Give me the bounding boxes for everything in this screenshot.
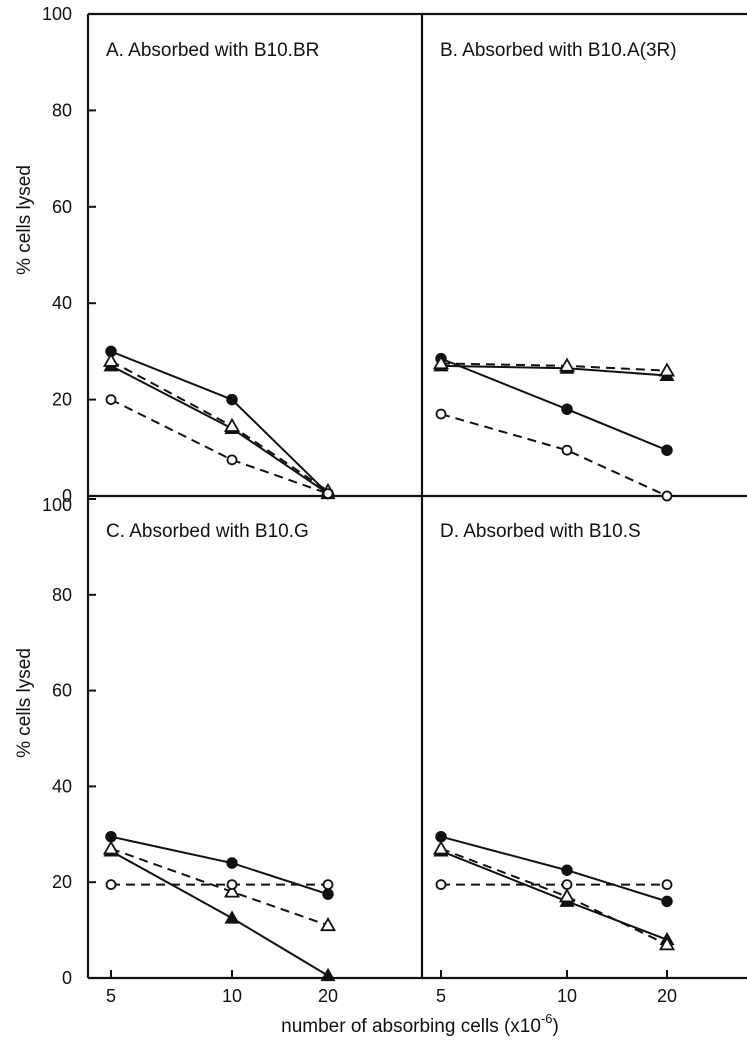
- data-point-open-triangle: [558, 888, 576, 903]
- panel-a-title: A. Absorbed with B10.BR: [106, 40, 319, 61]
- y-tick-label: 0: [62, 968, 72, 988]
- series-line-open-circle: [440, 413, 668, 497]
- y-tick-label: 40: [52, 776, 72, 796]
- y-tick-label: 0: [62, 486, 72, 506]
- data-point-open-triangle: [432, 840, 450, 855]
- y-tick-label: 40: [52, 293, 72, 313]
- x-tick-label: 20: [657, 986, 677, 1006]
- data-point-filled-circle: [322, 888, 334, 900]
- data-point-filled-circle: [226, 393, 238, 406]
- x-tick-label: 20: [318, 986, 338, 1006]
- data-point-open-triangle: [223, 417, 241, 432]
- data-point-open-circle: [435, 408, 447, 420]
- y-tick-label: 80: [52, 585, 72, 605]
- data-point-open-triangle: [558, 357, 576, 372]
- data-point-filled-circle: [661, 444, 673, 456]
- y-tick-label: 60: [52, 681, 72, 701]
- series-line-filled-triangle: [440, 850, 668, 941]
- data-point-filled-circle: [105, 830, 117, 843]
- data-point-open-triangle: [319, 916, 337, 932]
- chart-marks: [102, 345, 676, 982]
- panel-d-title: D. Absorbed with B10.S: [440, 521, 641, 542]
- x-axis-title: number of absorbing cells (x10-6): [281, 1011, 559, 1037]
- series-line-filled-triangle: [440, 364, 668, 377]
- data-point-filled-triangle: [224, 910, 240, 924]
- x-tick-label: 10: [557, 986, 577, 1006]
- data-point-open-circle: [226, 879, 238, 890]
- data-point-open-triangle: [658, 936, 676, 951]
- data-point-open-circle: [105, 394, 117, 406]
- x-axis-title-exponent: -6: [541, 1011, 553, 1026]
- x-axis-title-main: number of absorbing cells (x10: [281, 1016, 541, 1037]
- data-point-open-circle: [105, 879, 117, 890]
- x-tick-label: 5: [106, 986, 116, 1006]
- data-point-filled-circle: [435, 830, 447, 843]
- y-tick-label: 20: [52, 390, 72, 410]
- y-tick-label: 60: [52, 197, 72, 217]
- x-tick-label: 10: [222, 986, 242, 1006]
- data-point-open-circle: [561, 444, 573, 456]
- data-point-filled-circle: [561, 403, 573, 415]
- data-point-open-circle: [226, 454, 238, 466]
- data-point-filled-circle: [561, 864, 573, 876]
- data-point-open-circle: [322, 488, 334, 499]
- y-axis-title-bottom: % cells lysed: [14, 648, 35, 758]
- data-point-open-circle: [322, 879, 334, 890]
- series-line-filled-triangle: [110, 364, 329, 495]
- data-point-open-circle: [561, 879, 573, 890]
- data-point-filled-circle: [226, 857, 238, 869]
- panel-c-title: C. Absorbed with B10.G: [106, 521, 309, 542]
- x-tick-label: 5: [436, 986, 446, 1006]
- series-line-open-circle: [110, 398, 329, 495]
- axes-frame: [86, 12, 747, 980]
- y-tick-label: 100: [42, 495, 72, 515]
- data-point-open-triangle: [432, 355, 450, 370]
- data-point-open-triangle: [658, 362, 676, 377]
- panel-b-title: B. Absorbed with B10.A(3R): [440, 40, 677, 61]
- data-point-open-circle: [661, 490, 673, 502]
- y-tick-label: 20: [52, 872, 72, 892]
- data-point-open-triangle: [102, 352, 120, 367]
- y-tick-label: 80: [52, 100, 72, 120]
- data-point-open-circle: [661, 879, 673, 890]
- y-axis-title-top: % cells lysed: [14, 165, 35, 275]
- y-tick-label: 100: [42, 4, 72, 24]
- x-axis-title-close: ): [553, 1016, 559, 1037]
- data-point-open-triangle: [223, 883, 241, 898]
- data-point-open-circle: [435, 879, 447, 890]
- data-point-filled-triangle: [320, 967, 336, 982]
- data-point-filled-circle: [661, 895, 673, 908]
- data-point-open-triangle: [102, 840, 120, 855]
